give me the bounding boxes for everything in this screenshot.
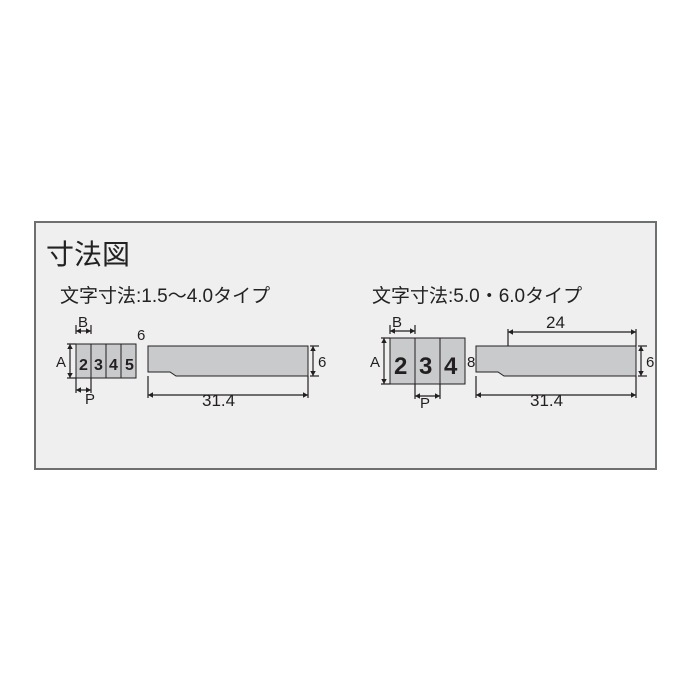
shaft bbox=[148, 346, 308, 376]
label-A: A bbox=[370, 354, 380, 371]
wheel-digit: 2 bbox=[394, 353, 407, 380]
label-B: B bbox=[392, 314, 402, 331]
subtitle-right: 文字寸法:5.0・6.0タイプ bbox=[372, 285, 582, 307]
label-A: A bbox=[56, 354, 66, 371]
label-24: 24 bbox=[546, 313, 565, 332]
label-31-4: 31.4 bbox=[530, 391, 563, 410]
label-6: 6 bbox=[137, 327, 145, 344]
wheel-digit: 2 bbox=[79, 357, 88, 374]
wheel-digit: 5 bbox=[125, 357, 134, 374]
wheel-digit: 3 bbox=[94, 357, 103, 374]
wheel-digit: 3 bbox=[419, 353, 432, 380]
wheel-digit: 4 bbox=[109, 357, 118, 374]
shaft bbox=[476, 346, 636, 376]
subtitle-left: 文字寸法:1.5～4.0タイプ bbox=[60, 285, 270, 307]
label-6: 6 bbox=[318, 354, 326, 371]
label-6: 6 bbox=[646, 354, 654, 371]
label-B: B bbox=[78, 314, 88, 331]
label-31-4: 31.4 bbox=[202, 391, 235, 410]
label-8: 8 bbox=[467, 354, 475, 371]
title: 寸法図 bbox=[46, 239, 130, 270]
label-P: P bbox=[85, 391, 95, 408]
label-P: P bbox=[420, 395, 430, 412]
dimension-diagram: 寸法図文字寸法:1.5～4.0タイプ2345BAP6631.4文字寸法:5.0・… bbox=[0, 0, 691, 691]
wheel-digit: 4 bbox=[444, 353, 458, 380]
